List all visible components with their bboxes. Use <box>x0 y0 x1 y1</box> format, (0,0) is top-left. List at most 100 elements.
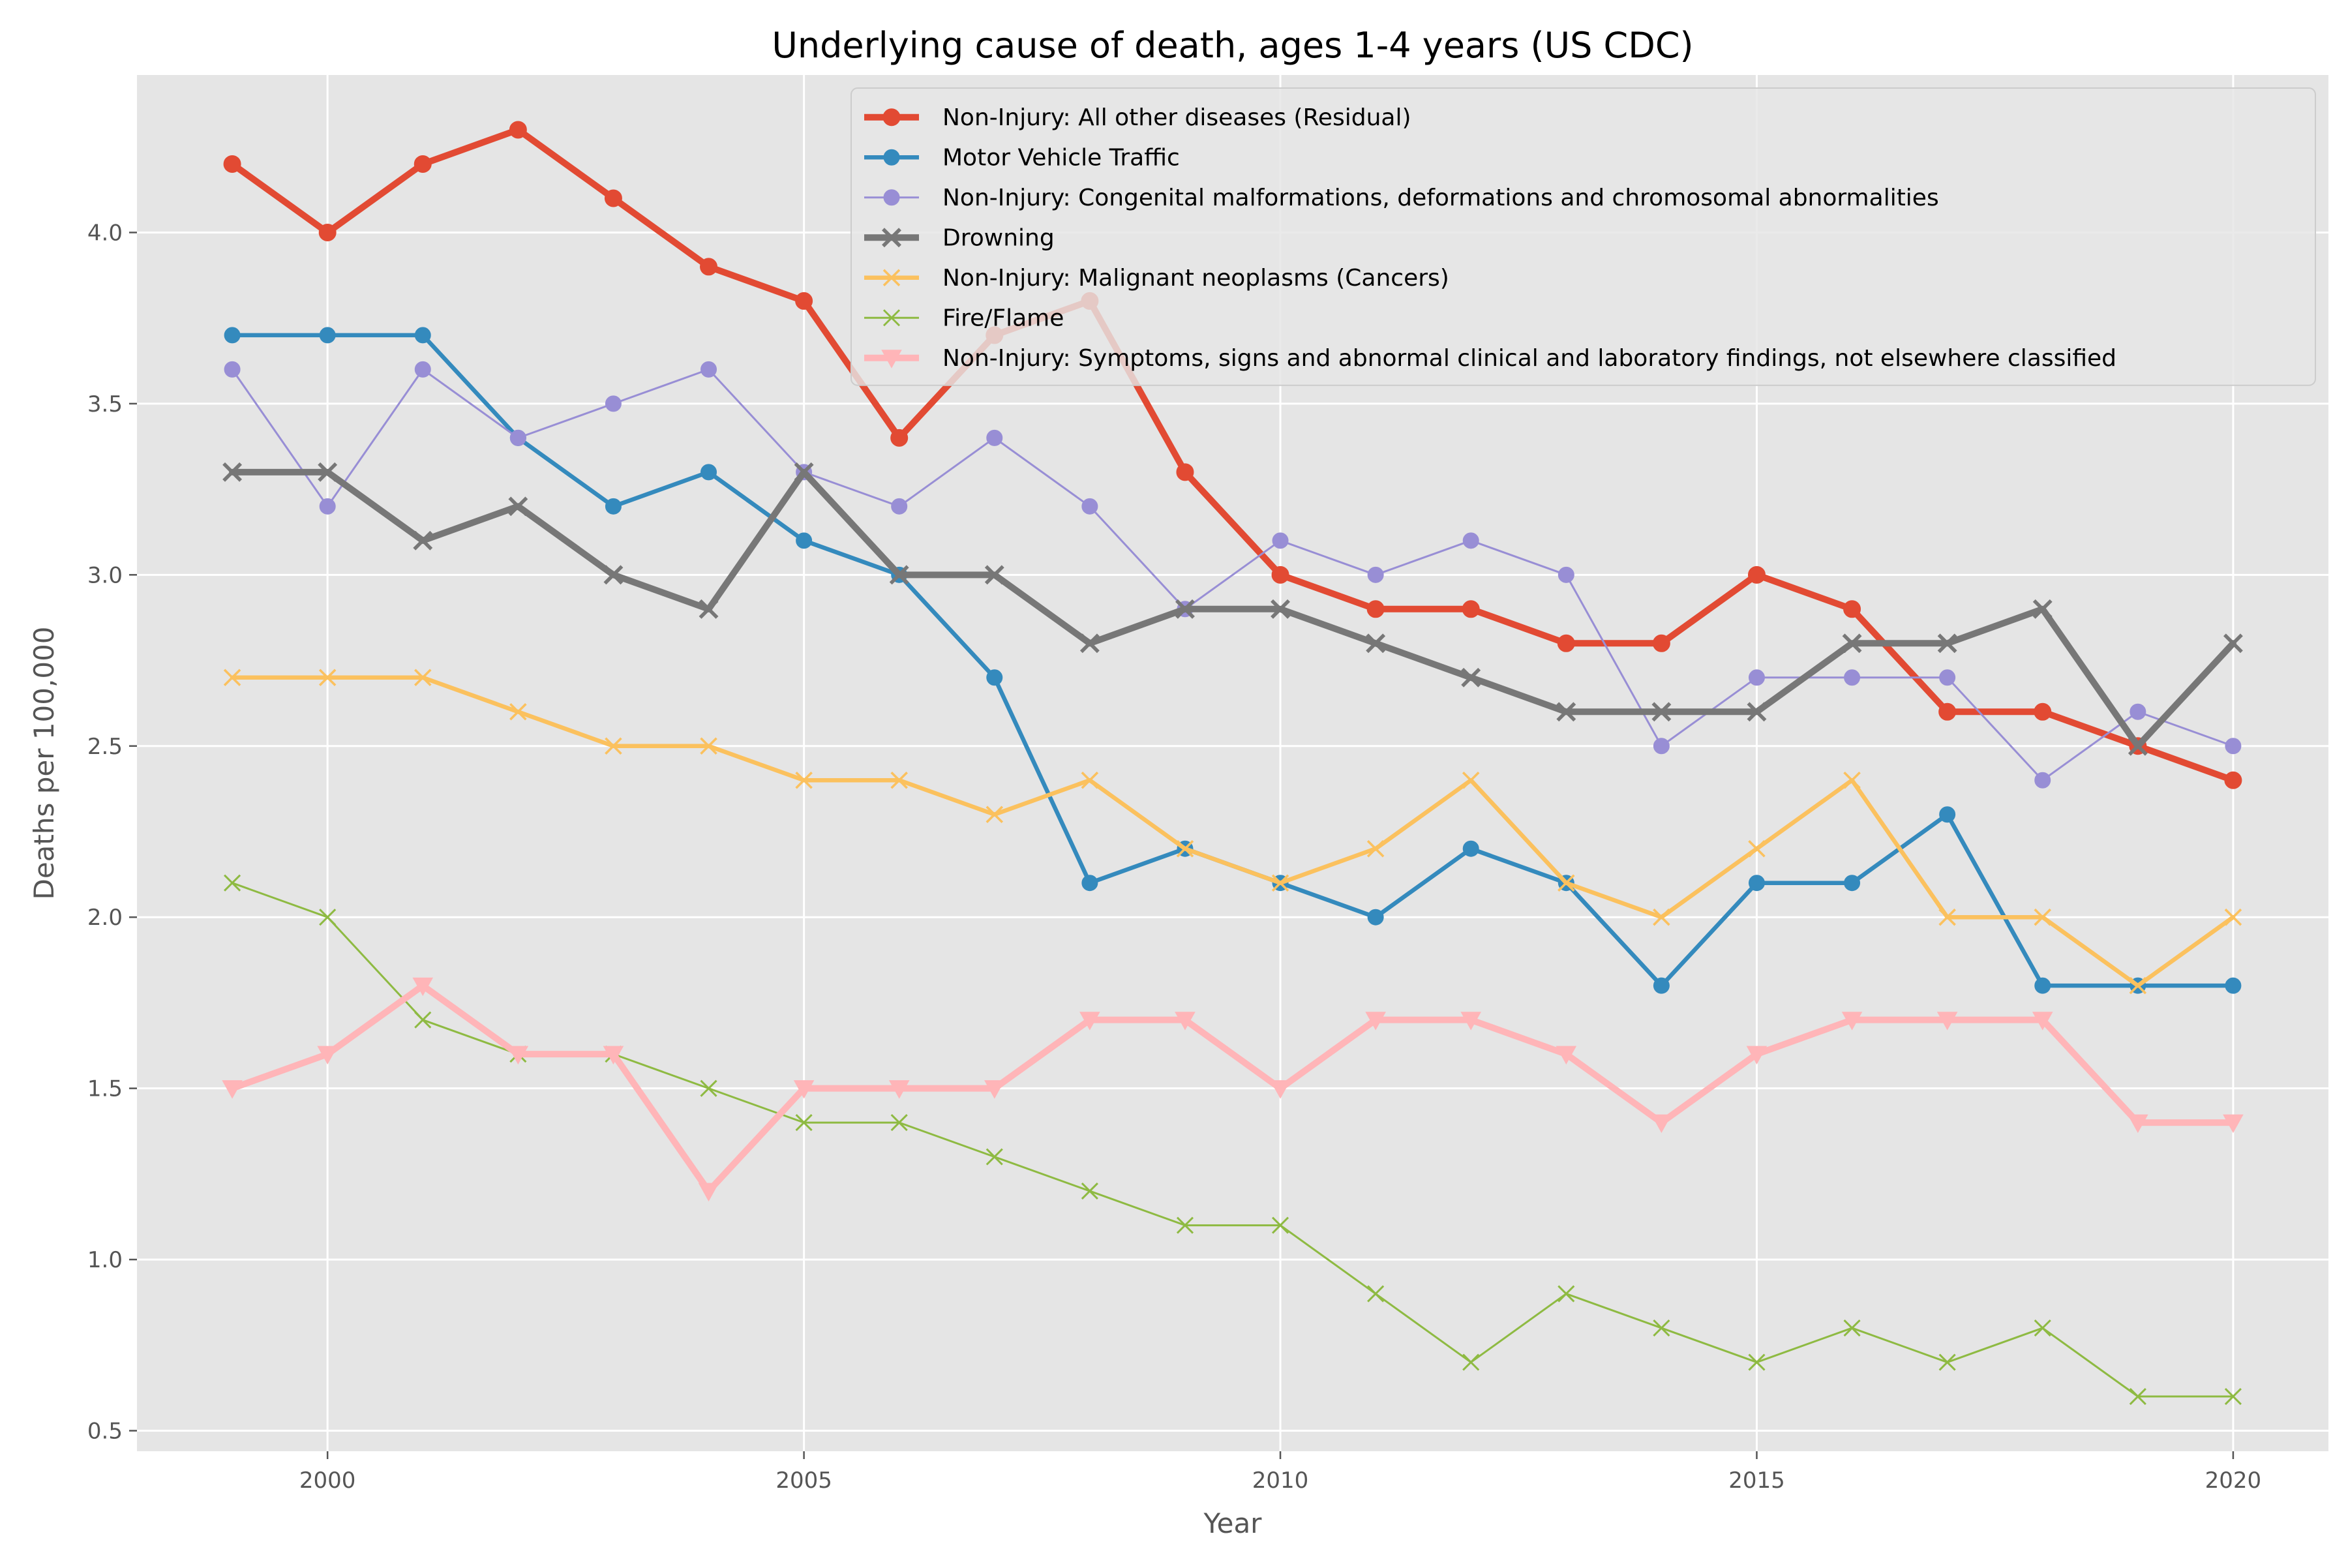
data-point <box>2034 772 2051 789</box>
data-point <box>319 909 337 926</box>
data-point <box>700 737 717 755</box>
data-point <box>412 977 434 997</box>
series-line <box>231 368 2235 781</box>
data-point <box>319 327 336 344</box>
data-point <box>1558 874 1575 892</box>
data-point <box>1556 1046 1577 1065</box>
data-point <box>318 669 337 687</box>
data-point <box>699 599 719 619</box>
data-point <box>1460 1012 1482 1031</box>
series-line <box>229 126 2236 784</box>
data-point <box>890 429 909 447</box>
data-point <box>700 464 717 481</box>
legend-marker <box>881 350 902 369</box>
data-point <box>1081 1183 1098 1200</box>
data-point <box>1747 565 1766 584</box>
data-point <box>1844 669 1861 686</box>
data-point <box>1081 875 1098 892</box>
data-point <box>984 1080 1005 1099</box>
data-point <box>2032 1012 2053 1031</box>
data-point <box>414 1011 432 1029</box>
data-point <box>1366 600 1385 618</box>
data-point <box>1844 875 1861 892</box>
data-point <box>1653 977 1670 994</box>
data-point <box>795 1114 813 1132</box>
legend: Non-Injury: All other diseases (Residual… <box>850 87 2316 386</box>
data-point <box>2034 1319 2051 1337</box>
data-point <box>414 669 432 687</box>
x-tick-label: 2010 <box>1252 1468 1309 1494</box>
legend-item: Non-Injury: Symptoms, signs and abnormal… <box>864 345 2116 372</box>
data-point <box>793 1080 815 1099</box>
data-point <box>1938 702 1957 721</box>
data-point <box>986 669 1003 686</box>
series-line <box>229 468 2236 749</box>
series-line <box>229 982 2236 1195</box>
data-point <box>1651 1114 1672 1134</box>
data-point <box>700 361 717 378</box>
data-point <box>1079 1012 1100 1031</box>
legend-marker <box>882 108 901 127</box>
data-point <box>1843 1319 1861 1337</box>
data-point <box>413 530 433 550</box>
data-point <box>414 361 431 378</box>
data-point <box>1176 463 1194 481</box>
data-point <box>1366 839 1385 858</box>
data-point <box>1746 1046 1768 1065</box>
data-point <box>1271 599 1290 619</box>
data-point <box>1653 908 1670 926</box>
data-point <box>2128 1114 2148 1134</box>
data-point <box>1175 599 1195 619</box>
y-tick-label: 2.5 <box>87 734 123 760</box>
y-tick-label: 4.0 <box>87 220 123 246</box>
data-point <box>1747 702 1767 722</box>
data-point <box>1461 667 1481 687</box>
chart-title: Underlying cause of death, ages 1-4 year… <box>772 25 1693 66</box>
data-point <box>1556 702 1576 722</box>
data-point <box>1652 634 1670 652</box>
data-point <box>1748 1353 1766 1371</box>
y-tick-label: 1.5 <box>87 1076 123 1102</box>
data-point <box>1841 1012 1863 1031</box>
x-tick-label: 2015 <box>1728 1468 1785 1494</box>
data-point <box>984 565 1004 585</box>
data-point <box>223 669 241 687</box>
data-point <box>889 565 909 585</box>
data-point <box>414 155 432 173</box>
legend-label: Fire/Flame <box>942 305 1064 331</box>
data-point <box>1270 1080 1291 1099</box>
data-point <box>1175 1012 1196 1031</box>
x-tick-label: 2005 <box>775 1468 832 1494</box>
data-point <box>509 703 527 721</box>
data-point <box>890 771 908 789</box>
data-point <box>2034 908 2052 926</box>
data-point <box>508 496 528 517</box>
data-point <box>222 462 243 482</box>
data-point <box>1367 566 1384 583</box>
data-point <box>318 462 338 482</box>
data-point <box>2129 976 2147 995</box>
data-point <box>1748 875 1765 892</box>
legend-label: Non-Injury: All other diseases (Residual… <box>942 104 1411 131</box>
data-point <box>1079 633 1100 654</box>
data-point <box>986 429 1003 446</box>
data-point <box>1365 1012 1386 1031</box>
data-point <box>1462 532 1479 549</box>
data-point <box>1557 634 1575 652</box>
data-point <box>1271 565 1289 584</box>
x-axis-label: Year <box>1203 1507 1263 1539</box>
data-point <box>1367 909 1384 926</box>
data-point <box>1081 498 1098 515</box>
data-point <box>1938 908 1956 926</box>
data-point <box>986 1148 1003 1166</box>
axis-ticks: 2000 2005 2010 2015 2020 0.5 1.0 1.5 2.0 2.5 3.0 3.… <box>87 220 2261 1494</box>
data-point <box>317 1046 338 1065</box>
legend-label: Non-Injury: Symptoms, signs and abnormal… <box>942 345 2116 372</box>
legend-item: Motor Vehicle Traffic <box>864 144 1180 171</box>
data-point <box>2225 738 2242 755</box>
series-6 <box>222 977 2244 1202</box>
data-point <box>605 737 622 755</box>
data-point <box>796 532 813 549</box>
data-point <box>1272 532 1289 549</box>
